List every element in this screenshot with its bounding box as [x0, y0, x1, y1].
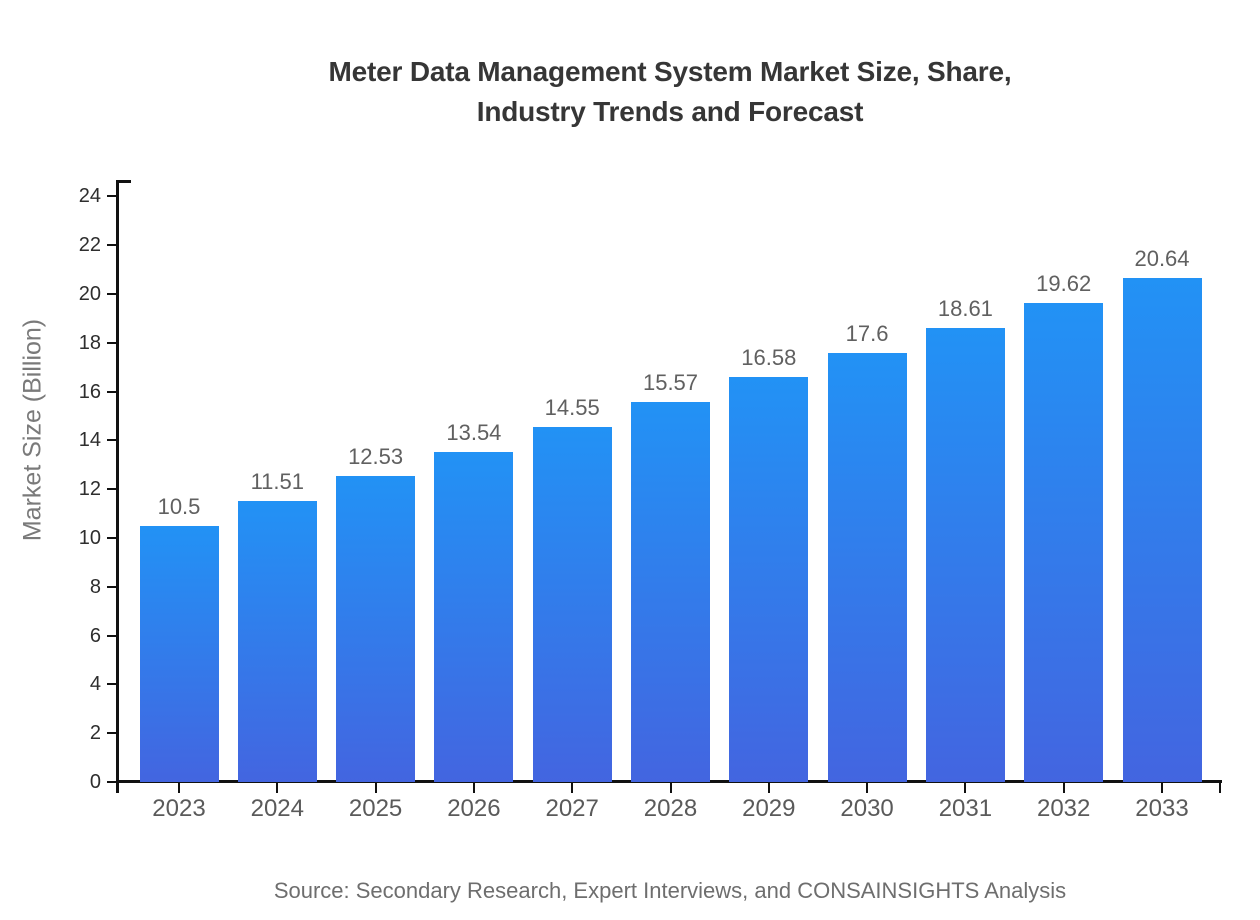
- x-tick-mark: [866, 783, 869, 793]
- bar-2027: [532, 426, 612, 782]
- bar-value-label: 17.6: [845, 320, 889, 346]
- y-tick-label: 12: [78, 478, 101, 501]
- x-tick-label: 2026: [447, 795, 501, 822]
- bar-2029: [729, 377, 809, 782]
- y-tick-mark: [107, 634, 118, 637]
- x-tick-label: 2030: [840, 795, 894, 822]
- x-tick-label: 2029: [742, 795, 796, 822]
- x-tick-label: 2028: [643, 795, 698, 822]
- bar-2026: [434, 451, 514, 782]
- bar-value-label: 18.61: [937, 295, 993, 321]
- chart-title: Meter Data Management System Market Size…: [115, 52, 1225, 132]
- x-tick-label: 2024: [250, 795, 304, 822]
- y-tick-label: 4: [89, 673, 101, 696]
- y-axis-top-end-tick: [118, 180, 131, 183]
- x-tick-label: 2025: [348, 795, 403, 822]
- y-tick-mark: [107, 781, 118, 783]
- y-tick-mark: [107, 732, 118, 735]
- bar-2023: [139, 525, 219, 782]
- bar-2031: [925, 327, 1005, 782]
- bar-value-label: 15.57: [642, 370, 699, 396]
- y-tick-label: 20: [78, 283, 101, 305]
- bar-value-label: 19.62: [1036, 271, 1092, 297]
- bar-2025: [336, 476, 416, 782]
- y-tick-mark: [107, 195, 118, 198]
- bar-2024: [237, 501, 317, 782]
- bar-2033: [1122, 278, 1202, 782]
- bar-value-label: 14.55: [544, 394, 600, 420]
- y-tick-label: 16: [78, 380, 101, 403]
- y-tick-label: 14: [78, 429, 101, 452]
- y-tick-mark: [107, 341, 118, 344]
- bar-2028: [631, 402, 710, 782]
- y-tick-label: 18: [78, 331, 101, 354]
- x-tick-label: 2023: [152, 795, 206, 822]
- y-tick-label: 6: [89, 624, 101, 647]
- bar-2030: [827, 352, 907, 782]
- x-tick-mark: [669, 783, 672, 793]
- source-note: Source: Secondary Research, Expert Inter…: [273, 878, 1067, 903]
- y-tick-label: 2: [89, 722, 101, 745]
- y-tick-label: 0: [89, 771, 101, 793]
- y-tick-mark: [107, 293, 118, 295]
- x-tick-label: 2032: [1036, 795, 1091, 822]
- bar-2032: [1024, 303, 1104, 782]
- x-tick-label: 2031: [938, 795, 993, 822]
- chart-title-line-2: Industry Trends and Forecast: [476, 96, 864, 127]
- x-tick-mark: [374, 783, 377, 793]
- bar-value-label: 20.64: [1134, 246, 1190, 272]
- y-tick-mark: [107, 390, 118, 393]
- x-tick-mark: [1161, 783, 1163, 793]
- y-tick-label: 22: [78, 234, 101, 257]
- x-tick-mark: [767, 783, 770, 793]
- x-tick-mark: [571, 783, 574, 793]
- y-tick-mark: [107, 585, 118, 588]
- x-tick-mark: [1062, 783, 1065, 793]
- chart-title-line-1: Meter Data Management System Market Size…: [328, 56, 1012, 87]
- y-tick-label: 10: [78, 527, 101, 549]
- y-axis-line: [116, 180, 119, 793]
- y-tick-label: 8: [89, 575, 101, 598]
- y-tick-mark: [107, 439, 118, 442]
- y-tick-mark: [107, 537, 118, 539]
- y-tick-mark: [107, 683, 118, 686]
- x-tick-mark: [472, 783, 475, 793]
- x-tick-mark: [178, 783, 180, 793]
- bar-value-label: 11.51: [250, 469, 304, 495]
- x-tick-label: 2033: [1135, 795, 1189, 822]
- bar-value-label: 16.58: [741, 345, 797, 371]
- bar-value-label: 10.5: [157, 493, 201, 519]
- y-tick-mark: [107, 488, 118, 491]
- x-tick-mark: [276, 783, 279, 793]
- y-tick-label: 24: [78, 185, 101, 208]
- x-tick-label: 2027: [545, 795, 599, 822]
- x-tick-mark: [964, 783, 967, 793]
- y-tick-mark: [107, 244, 118, 247]
- bar-value-label: 13.54: [446, 419, 502, 445]
- bar-value-label: 12.53: [348, 444, 404, 470]
- x-axis-right-end-tick: [1219, 783, 1221, 793]
